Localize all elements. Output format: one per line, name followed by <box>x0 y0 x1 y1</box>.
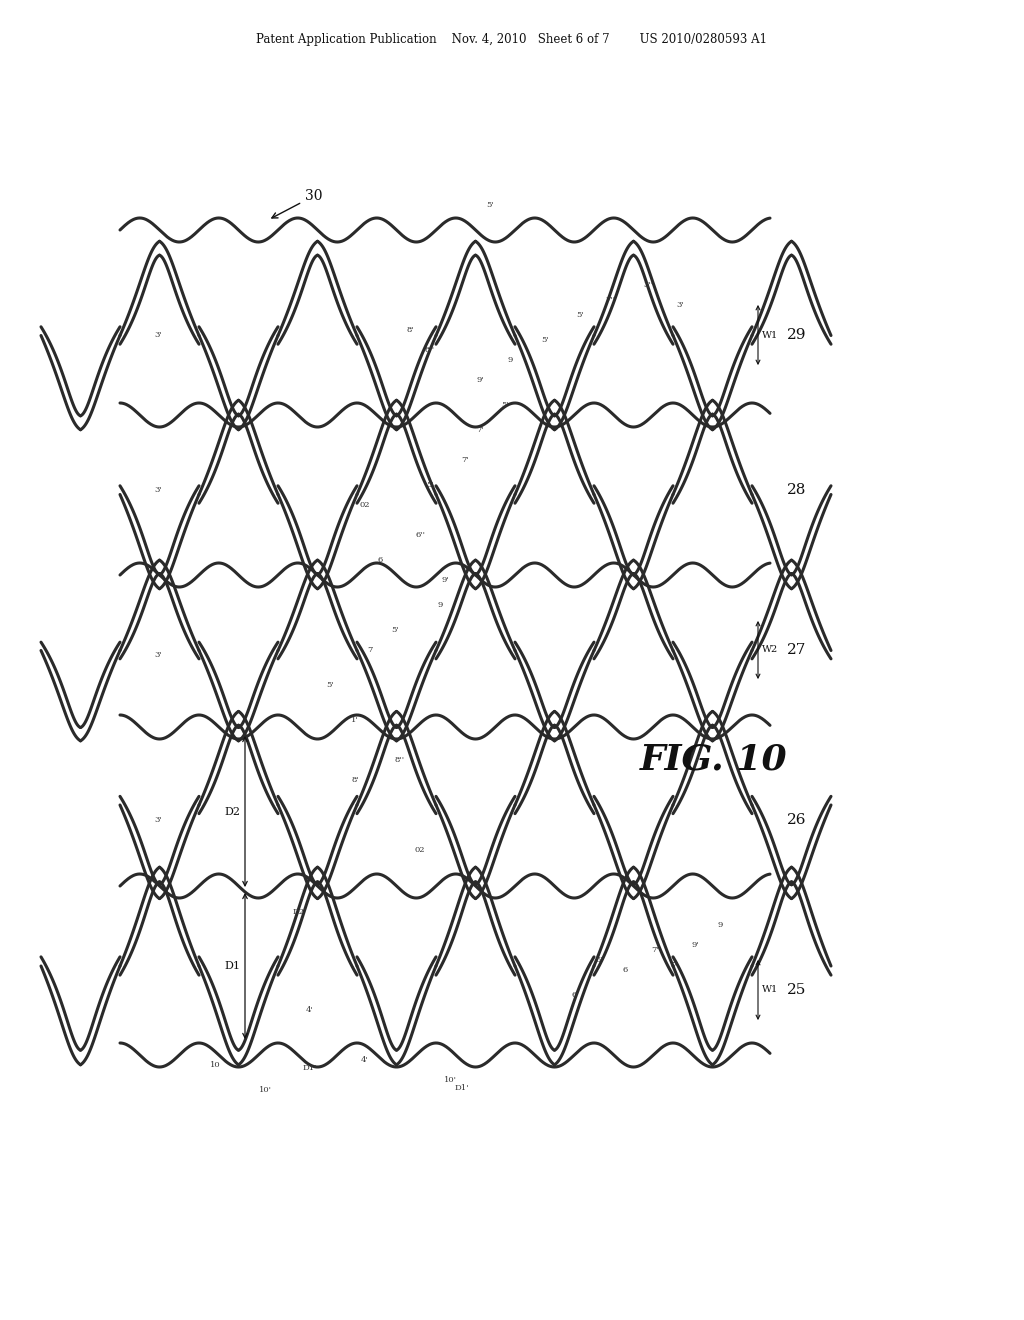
Text: 4': 4' <box>306 1006 314 1014</box>
Text: 5': 5' <box>577 312 584 319</box>
Text: 8'': 8'' <box>395 756 406 764</box>
Text: 7': 7' <box>461 455 469 465</box>
Text: 02: 02 <box>415 846 425 854</box>
Text: W2: W2 <box>762 645 778 655</box>
Text: 25: 25 <box>787 983 806 997</box>
Text: Patent Application Publication    Nov. 4, 2010   Sheet 6 of 7        US 2010/028: Patent Application Publication Nov. 4, 2… <box>256 33 768 46</box>
Text: 6: 6 <box>378 556 383 564</box>
Text: 3': 3' <box>155 816 162 824</box>
Text: 8'': 8'' <box>425 346 435 354</box>
Text: 5': 5' <box>595 956 603 964</box>
Text: 3': 3' <box>155 651 162 659</box>
Text: D1': D1' <box>455 1084 469 1092</box>
Text: 7': 7' <box>671 961 679 969</box>
Text: 6': 6' <box>571 991 579 999</box>
Text: 9': 9' <box>441 576 449 583</box>
Text: 9: 9 <box>718 921 723 929</box>
Text: 3': 3' <box>155 331 162 339</box>
Text: 5': 5' <box>391 626 399 634</box>
Text: 10: 10 <box>210 1061 220 1069</box>
Text: 9: 9 <box>437 601 442 609</box>
Text: 5': 5' <box>501 401 509 409</box>
Text: 3': 3' <box>676 301 684 309</box>
Text: 29: 29 <box>787 327 807 342</box>
Text: 5': 5' <box>426 480 434 488</box>
Text: 9': 9' <box>691 941 698 949</box>
Text: 5': 5' <box>541 337 549 345</box>
Text: D2: D2 <box>224 807 240 817</box>
Text: 6: 6 <box>623 966 628 974</box>
Text: 5': 5' <box>486 201 494 209</box>
Text: 10': 10' <box>443 1076 457 1084</box>
Text: D1: D1 <box>224 961 240 972</box>
Text: 9': 9' <box>476 376 484 384</box>
Text: W1: W1 <box>762 330 778 339</box>
Text: 7'': 7'' <box>605 296 615 304</box>
Text: 3': 3' <box>155 486 162 494</box>
Text: 8': 8' <box>407 326 414 334</box>
Text: 30: 30 <box>271 189 323 218</box>
Text: 5': 5' <box>326 681 334 689</box>
Text: 8': 8' <box>351 776 358 784</box>
Text: 1': 1' <box>351 715 358 723</box>
Text: 02: 02 <box>359 502 371 510</box>
Text: 27: 27 <box>787 643 806 657</box>
Text: 7: 7 <box>368 645 373 653</box>
Text: D1': D1' <box>303 1064 317 1072</box>
Text: 7': 7' <box>476 426 484 434</box>
Text: 26: 26 <box>787 813 807 828</box>
Text: 10': 10' <box>258 1086 271 1094</box>
Text: FIG. 10: FIG. 10 <box>640 743 787 777</box>
Text: 4': 4' <box>361 1056 369 1064</box>
Text: 6'': 6'' <box>415 531 425 539</box>
Text: D2': D2' <box>293 908 307 916</box>
Text: 3'': 3'' <box>643 281 653 289</box>
Text: W1: W1 <box>762 986 778 994</box>
Text: 28: 28 <box>787 483 806 498</box>
Text: 9: 9 <box>507 356 513 364</box>
Text: 7': 7' <box>651 946 658 954</box>
